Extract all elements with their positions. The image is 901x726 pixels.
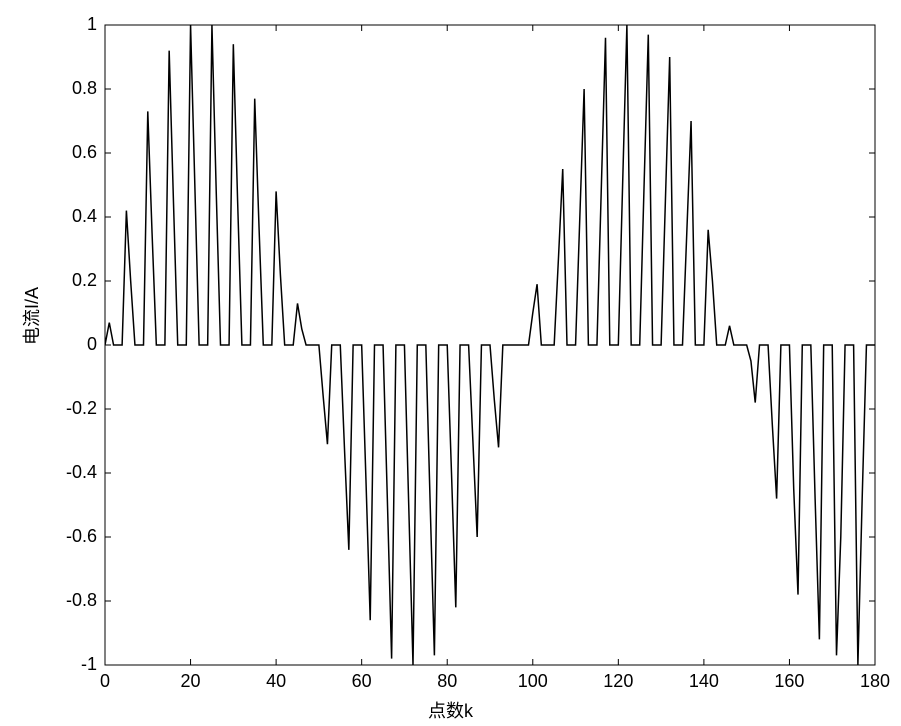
y-tick-label: -1 (47, 654, 97, 675)
x-tick-label: 20 (171, 671, 211, 692)
chart-container: 电流I/A 点数k 0 20 40 60 80 100 120 140 160 180 -1 -0.8… (0, 0, 901, 726)
y-axis-label: 电流I/A (18, 287, 44, 345)
x-tick-label: 180 (855, 671, 895, 692)
y-tick-label: 0 (47, 334, 97, 355)
x-tick-label: 160 (769, 671, 809, 692)
y-tick-label: -0.8 (47, 590, 97, 611)
y-axis-label-text: 电流I/A (22, 287, 42, 345)
chart-svg (0, 0, 901, 726)
x-tick-label: 120 (598, 671, 638, 692)
y-tick-label: -0.2 (47, 398, 97, 419)
y-tick-label: -0.6 (47, 526, 97, 547)
x-tick-label: 60 (342, 671, 382, 692)
x-tick-label: 80 (427, 671, 467, 692)
x-tick-label: 140 (684, 671, 724, 692)
data-line (105, 25, 875, 665)
y-tick-label: 1 (47, 14, 97, 35)
y-tick-label: 0.8 (47, 78, 97, 99)
y-tick-label: 0.6 (47, 142, 97, 163)
x-tick-label: 100 (513, 671, 553, 692)
x-axis-label: 点数k (0, 697, 901, 723)
y-tick-label: 0.2 (47, 270, 97, 291)
x-tick-label: 40 (256, 671, 296, 692)
x-axis-label-text: 点数k (428, 701, 473, 721)
y-tick-label: 0.4 (47, 206, 97, 227)
y-tick-label: -0.4 (47, 462, 97, 483)
